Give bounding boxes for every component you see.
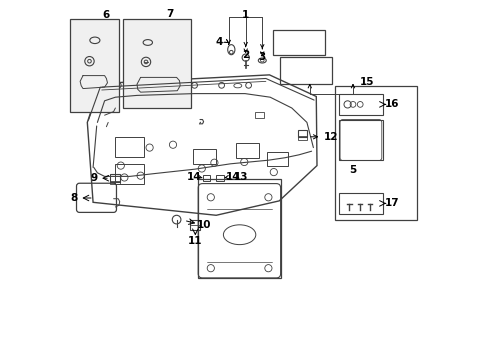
Bar xyxy=(116,137,144,157)
Bar xyxy=(193,149,216,164)
Bar xyxy=(339,193,383,214)
Bar xyxy=(216,175,224,181)
Bar xyxy=(198,179,281,278)
Bar xyxy=(110,181,120,184)
Bar xyxy=(298,136,307,140)
Text: 13: 13 xyxy=(233,172,248,182)
Bar xyxy=(110,174,120,182)
Text: 14: 14 xyxy=(226,172,241,182)
Bar xyxy=(202,175,210,181)
Text: 11: 11 xyxy=(188,236,202,246)
Bar xyxy=(123,19,191,108)
Text: 10: 10 xyxy=(196,220,211,230)
Text: 5: 5 xyxy=(349,165,357,175)
Text: 4: 4 xyxy=(216,37,223,48)
Text: 3: 3 xyxy=(259,52,266,62)
Text: 15: 15 xyxy=(360,77,374,87)
Bar xyxy=(236,143,259,158)
Text: 9: 9 xyxy=(90,173,98,183)
Bar xyxy=(339,120,383,160)
Text: 2: 2 xyxy=(242,50,249,60)
Text: 8: 8 xyxy=(71,193,77,203)
Bar xyxy=(298,130,307,137)
Text: 6: 6 xyxy=(103,10,110,20)
Text: 17: 17 xyxy=(385,198,399,208)
Bar xyxy=(190,220,200,230)
Bar xyxy=(255,112,264,118)
Text: 1: 1 xyxy=(242,10,249,20)
Text: 7: 7 xyxy=(167,9,174,19)
Bar xyxy=(116,164,144,184)
Bar xyxy=(267,152,288,166)
Text: 12: 12 xyxy=(311,132,339,142)
Bar xyxy=(335,86,417,220)
Bar xyxy=(96,95,104,101)
Bar xyxy=(71,19,119,112)
Text: 14: 14 xyxy=(187,172,202,182)
Bar xyxy=(339,94,383,115)
Text: 16: 16 xyxy=(385,99,399,109)
